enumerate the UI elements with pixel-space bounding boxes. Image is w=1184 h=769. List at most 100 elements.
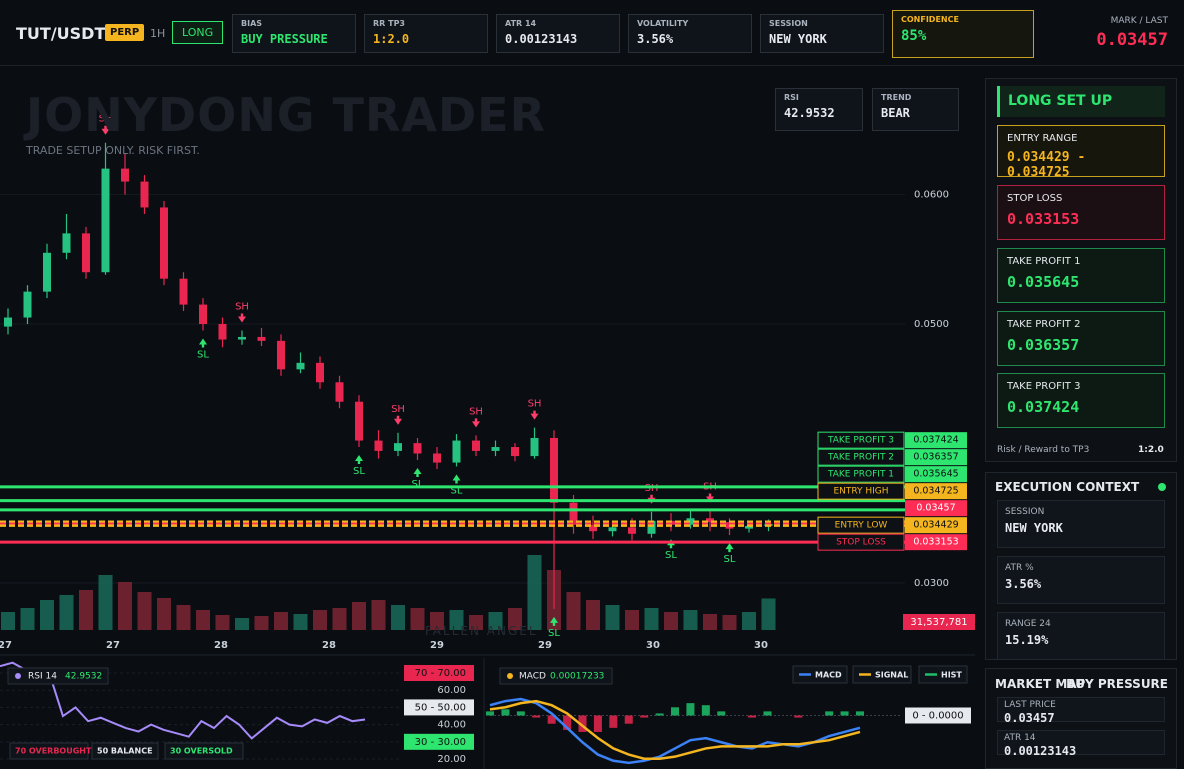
hist-bar <box>671 707 679 716</box>
badge-label: TREND <box>881 93 912 102</box>
candle-body <box>628 527 636 534</box>
candle-body <box>101 168 110 273</box>
item-value: 0.033153 <box>1007 210 1080 228</box>
candle-body <box>160 207 168 279</box>
context-item: RANGE 24 15.19% <box>997 612 1165 660</box>
candle-body <box>238 336 246 340</box>
hist-bar <box>655 713 664 716</box>
rr-label: Risk / Reward to TP3 <box>997 445 1090 455</box>
volume-bar <box>1 612 15 630</box>
candle-body <box>23 291 32 318</box>
volume-bar <box>235 618 249 630</box>
card-label: ATR 14 <box>505 19 537 28</box>
x-tick-label: 29 <box>538 640 552 651</box>
stop-box: STOP LOSS 0.033153 <box>997 185 1165 240</box>
candle-body <box>218 324 227 340</box>
volume-bar <box>625 610 639 630</box>
level-name: ENTRY LOW <box>835 521 888 531</box>
swing-arrow <box>550 616 558 626</box>
x-tick-label: 28 <box>322 640 336 651</box>
swing-label: SL <box>724 554 736 565</box>
swing-label: SH <box>235 301 249 312</box>
hist-bar <box>794 715 803 718</box>
volume-bar <box>430 612 444 630</box>
item-value: 3.56% <box>1005 577 1042 591</box>
swing-arrow <box>472 418 480 428</box>
rr-value: 1:2.0 <box>1138 445 1164 455</box>
candle-body <box>121 168 129 182</box>
volume-bar <box>469 615 483 630</box>
swing-label: SH <box>469 406 483 417</box>
timeframe[interactable]: 1H <box>150 27 166 40</box>
hist-bar <box>825 711 834 716</box>
context-item: ATR % 3.56% <box>997 556 1165 604</box>
card: RR TP3 1:2.0 <box>364 14 488 53</box>
item-value: 0.03457 <box>1004 711 1055 725</box>
volume-bar <box>410 608 425 630</box>
swing-arrow <box>725 543 734 553</box>
level-name: STOP LOSS <box>836 538 886 548</box>
hist-bar <box>501 709 510 716</box>
swing-label: SL <box>353 466 365 477</box>
hist-bar <box>532 715 541 718</box>
legend-label: HIST <box>941 671 962 680</box>
volume-bar <box>59 595 74 630</box>
candle-body <box>82 233 90 273</box>
mark-label: MARK / LAST <box>1110 16 1168 26</box>
volume-label: 31,537,781 <box>910 617 967 628</box>
level-name-box <box>817 431 905 449</box>
volume-bar <box>722 615 737 630</box>
candle-body <box>686 518 695 525</box>
context-title: EXECUTION CONTEXT <box>995 480 1140 494</box>
candle-body <box>62 233 71 253</box>
hist-bar <box>609 715 618 728</box>
card: VOLATILITY 3.56% <box>628 14 752 53</box>
volume-bar <box>371 600 386 630</box>
volume-bar <box>98 575 113 630</box>
hist-bar <box>578 715 587 732</box>
mark-value: 0.03457 <box>1096 30 1168 50</box>
macd-dot <box>507 673 513 679</box>
swing-arrow <box>667 539 675 549</box>
watermark-footer: FALLEN ANGEL <box>425 624 538 638</box>
level-name: TAKE PROFIT 3 <box>827 436 894 446</box>
level-value: 0.034429 <box>913 520 958 531</box>
item-label: SESSION <box>1005 507 1045 517</box>
volume-bar <box>137 592 152 630</box>
level-name-box <box>817 482 905 500</box>
volume-bar <box>293 614 308 630</box>
volume-bar <box>703 614 717 630</box>
item-label: TAKE PROFIT 3 <box>1007 381 1081 392</box>
confidence-card: CONFIDENCE 85% <box>892 10 1034 58</box>
candle-body <box>394 443 402 451</box>
y-tick-label: 40.00 <box>437 720 466 731</box>
tick-box <box>404 733 474 750</box>
hist-bar <box>486 711 494 716</box>
volume-label-box <box>903 614 975 630</box>
rsi-value: 42.9532 <box>65 672 102 682</box>
item-label: TAKE PROFIT 2 <box>1007 319 1081 330</box>
item-value: 0.00123143 <box>1004 744 1077 758</box>
rsi-title-box <box>7 667 109 685</box>
hist-bar <box>516 711 525 716</box>
y-tick-label: 60.00 <box>437 685 466 696</box>
swing-arrow <box>355 455 363 465</box>
level-name: TAKE PROFIT 2 <box>827 453 894 463</box>
level-value-box <box>905 534 967 551</box>
card-value: BUY PRESSURE <box>241 32 328 46</box>
hist-bar <box>701 705 710 716</box>
card-value: 1:2.0 <box>373 32 410 46</box>
pair: TUT/USDT <box>16 24 106 43</box>
swing-label: SL <box>451 485 463 496</box>
swing-label: SL <box>665 550 677 561</box>
swing-arrow <box>706 493 714 503</box>
legend-box <box>792 665 848 684</box>
macd-line <box>489 699 861 760</box>
rsi-badge: RSI 42.9532 <box>775 88 863 131</box>
card: BIAS BUY PRESSURE <box>232 14 356 53</box>
candle-body <box>199 304 207 325</box>
item-label: ATR 14 <box>1004 733 1036 743</box>
volume-bar <box>352 602 366 630</box>
tick-box <box>404 699 474 716</box>
y-tick-label: 0.0500 <box>914 319 949 330</box>
